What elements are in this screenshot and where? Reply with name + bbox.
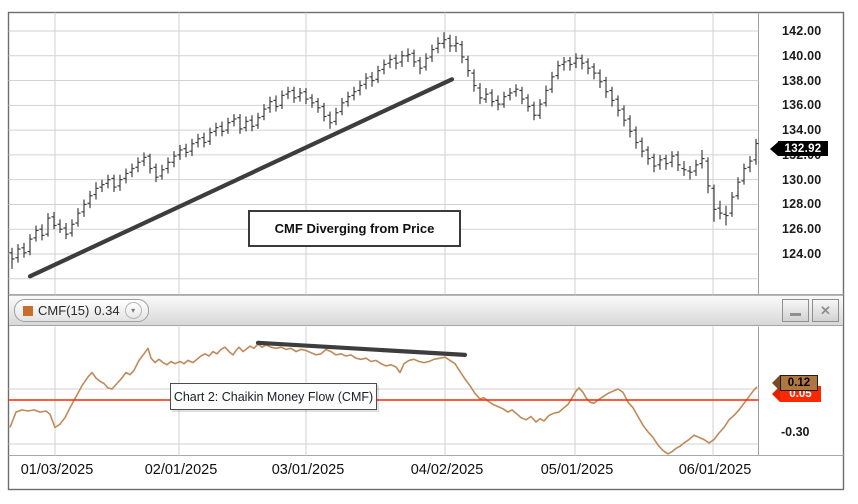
price-tick-label: 128.00 <box>782 197 822 212</box>
badge-arrow-icon <box>772 375 780 391</box>
badge-arrow-icon <box>772 386 780 402</box>
price-tick-label: 130.00 <box>782 172 822 187</box>
price-tick-label: 142.00 <box>782 24 822 38</box>
cmf-value-badge: 0.12 <box>772 375 818 391</box>
dropdown-button[interactable]: ▾ <box>124 302 142 319</box>
cmf-panel-header: CMF(15) 0.34 ▾ ✕ <box>9 295 843 326</box>
cmf-legend-pill[interactable]: CMF(15) 0.34 ▾ <box>14 299 149 322</box>
last-price-badge: 132.92 <box>770 141 828 156</box>
date-tick-label: 05/01/2025 <box>540 462 614 478</box>
date-tick-label: 04/02/2025 <box>410 462 484 478</box>
price-tick-label: 124.00 <box>782 247 822 261</box>
date-tick-label: 01/03/2025 <box>20 462 94 478</box>
ohlc-bars <box>9 32 759 269</box>
cmf-line <box>9 343 758 455</box>
close-button[interactable]: ✕ <box>812 299 839 322</box>
cmf-legend-value: 0.34 <box>94 303 120 318</box>
cmf-value-badge-value: 0.12 <box>780 375 818 391</box>
minimize-icon <box>790 313 801 316</box>
price-tick-label: 134.00 <box>782 123 822 138</box>
badge-arrow-icon <box>770 141 778 156</box>
cmf-trendline <box>255 340 468 357</box>
date-tick-label: 02/01/2025 <box>144 462 218 478</box>
date-tick-label: 06/01/2025 <box>678 462 752 478</box>
date-tick-label: 03/01/2025 <box>271 462 345 478</box>
cmf-annotation-box: Chart 2: Chaikin Money Flow (CMF) <box>170 383 377 410</box>
price-trendline <box>27 77 455 279</box>
cmf-legend-swatch-icon <box>23 305 33 316</box>
price-annotation-box: CMF Diverging from Price <box>248 210 461 247</box>
panel-window-buttons: ✕ <box>782 299 839 322</box>
cmf-legend-label: CMF(15) <box>38 303 90 318</box>
price-tick-label: 126.00 <box>782 222 822 237</box>
last-price-value: 132.92 <box>778 141 828 156</box>
close-icon: ✕ <box>820 303 831 318</box>
price-tick-label: 136.00 <box>782 98 822 113</box>
minimize-button[interactable] <box>782 299 809 322</box>
cmf-axis-label: -0.30 <box>781 425 810 439</box>
chevron-down-icon: ▾ <box>131 305 136 315</box>
price-tick-label: 138.00 <box>782 73 822 88</box>
price-tick-label: 140.00 <box>782 48 822 63</box>
